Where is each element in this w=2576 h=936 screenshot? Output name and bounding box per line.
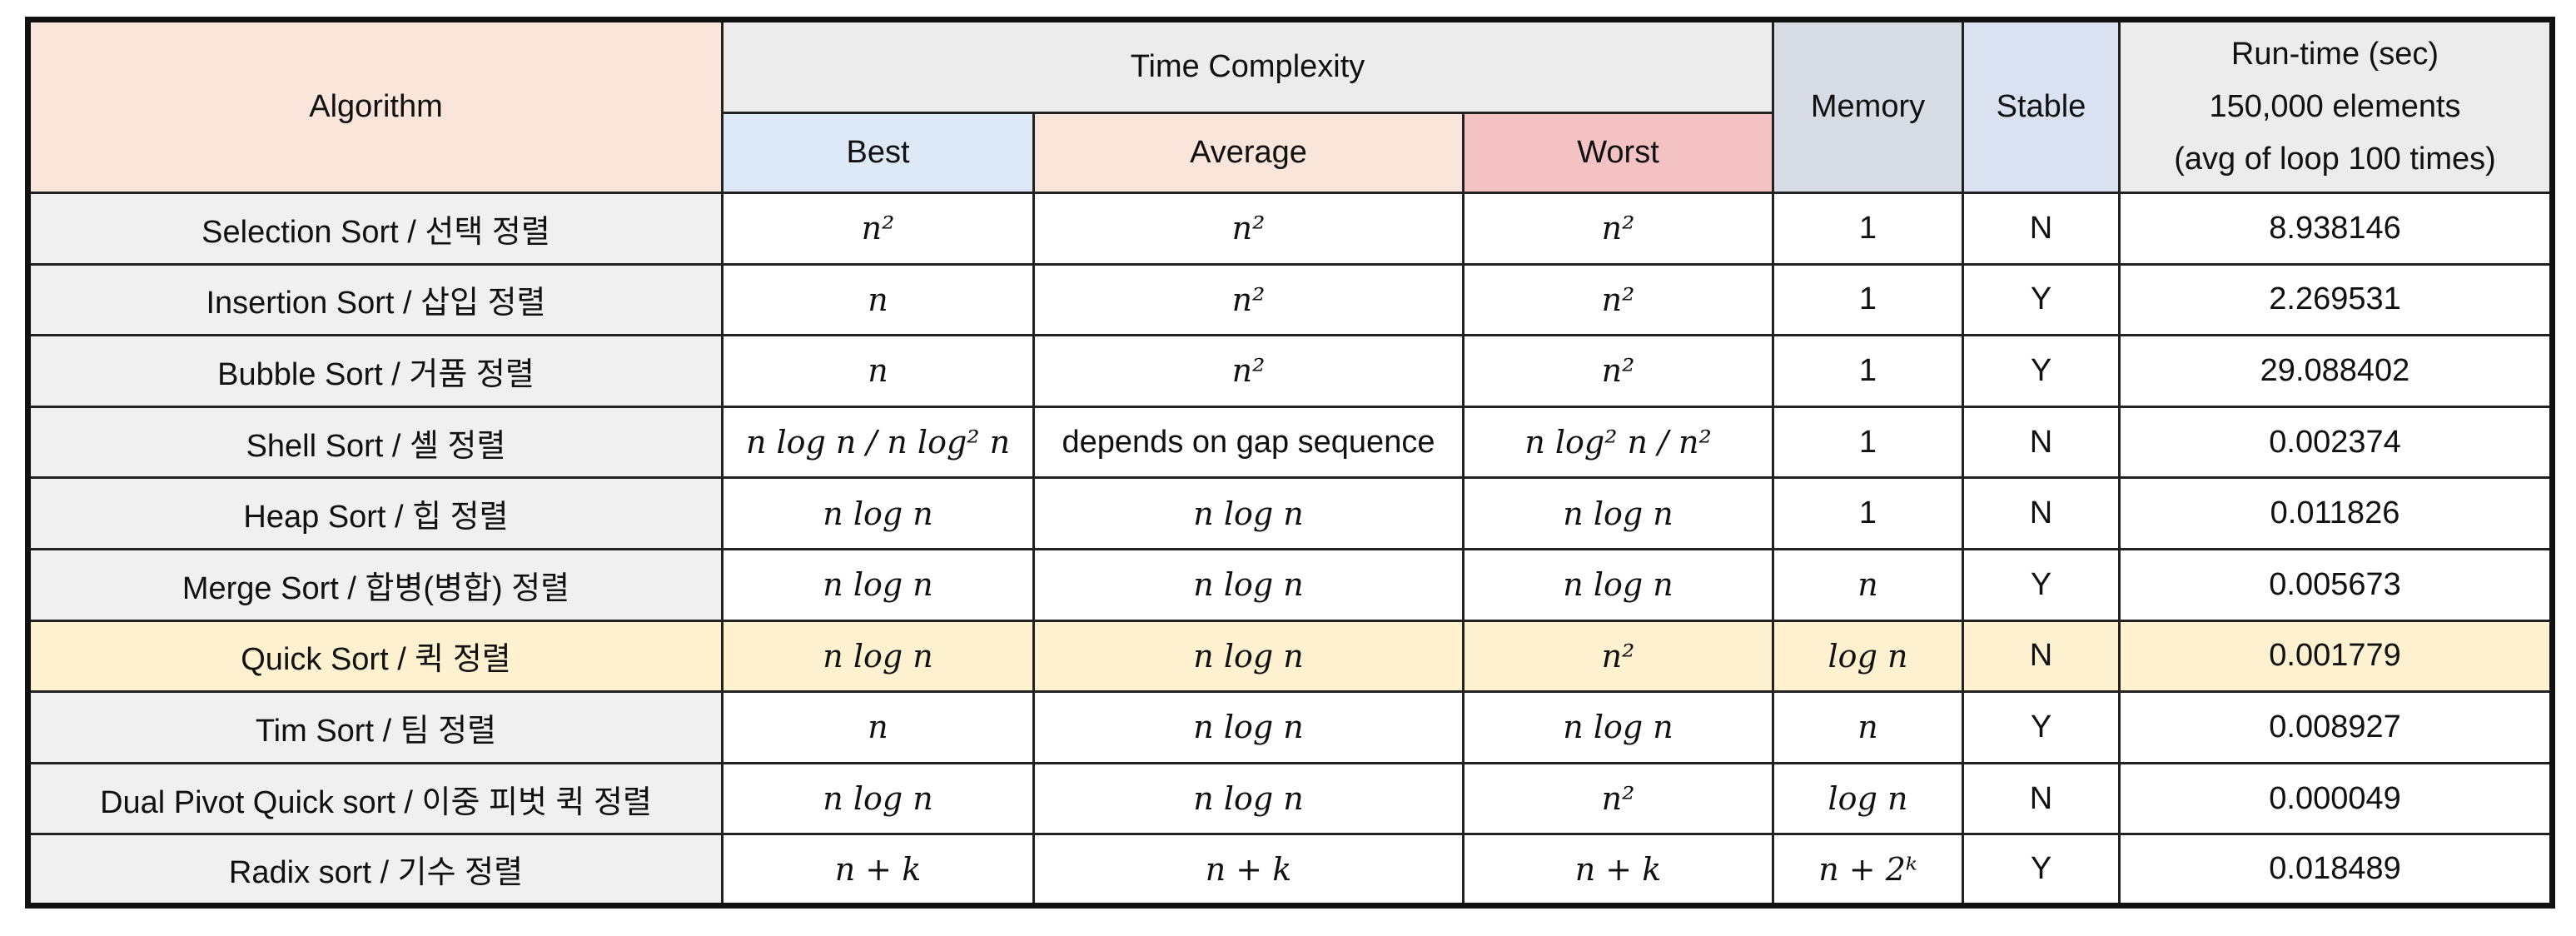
stable-header: Stable bbox=[1962, 18, 2121, 194]
table-row: Insertion Sort / 삽입 정렬 n n² n² 1 Y 2.269531 bbox=[27, 262, 2554, 337]
algorithm-cell: Dual Pivot Quick sort / 이중 피벗 퀵 정렬 bbox=[27, 761, 724, 836]
runtime-header: Run-time (sec) 150,000 elements (avg of … bbox=[2118, 18, 2554, 194]
memory-cell: 1 bbox=[1772, 476, 1964, 550]
worst-cell: n² bbox=[1462, 761, 1774, 836]
runtime-cell: 0.005673 bbox=[2118, 547, 2554, 622]
algorithm-cell: Tim Sort / 팀 정렬 bbox=[27, 690, 724, 764]
average-cell: n log n bbox=[1032, 761, 1465, 836]
best-cell: n log n bbox=[721, 761, 1035, 836]
runtime-cell: 8.938146 bbox=[2118, 192, 2554, 266]
worst-cell: n log n bbox=[1462, 690, 1774, 764]
worst-cell: n + k bbox=[1462, 833, 1774, 907]
average-cell: n log n bbox=[1032, 619, 1465, 694]
worst-cell: n log n bbox=[1462, 476, 1774, 550]
average-cell: depends on gap sequence bbox=[1032, 405, 1465, 480]
memory-cell: log n bbox=[1772, 761, 1964, 836]
stable-cell: N bbox=[1962, 619, 2121, 694]
best-cell: n log n bbox=[721, 619, 1035, 694]
worst-cell: n log n bbox=[1462, 547, 1774, 622]
runtime-cell: 0.001779 bbox=[2118, 619, 2554, 694]
stable-cell: Y bbox=[1962, 833, 2121, 907]
runtime-cell: 0.008927 bbox=[2118, 690, 2554, 764]
average-cell: n + k bbox=[1032, 833, 1465, 907]
memory-cell: n bbox=[1772, 690, 1964, 764]
stable-cell: N bbox=[1962, 192, 2121, 266]
runtime-header-line2: 150,000 elements bbox=[2209, 89, 2461, 124]
memory-header: Memory bbox=[1772, 18, 1964, 194]
algorithm-header: Algorithm bbox=[27, 18, 724, 194]
best-cell: n log n bbox=[721, 476, 1035, 550]
average-cell: n² bbox=[1032, 192, 1465, 266]
worst-cell: n² bbox=[1462, 262, 1774, 337]
memory-cell: 1 bbox=[1772, 334, 1964, 408]
worst-cell: n² bbox=[1462, 619, 1774, 694]
table-row: Bubble Sort / 거품 정렬 n n² n² 1 Y 29.088402 bbox=[27, 334, 2554, 408]
memory-cell: 1 bbox=[1772, 192, 1964, 266]
memory-cell: log n bbox=[1772, 619, 1964, 694]
stable-cell: Y bbox=[1962, 547, 2121, 622]
algorithm-cell: Merge Sort / 합병(병합) 정렬 bbox=[27, 547, 724, 622]
average-cell: n log n bbox=[1032, 547, 1465, 622]
best-cell: n log n bbox=[721, 547, 1035, 622]
worst-header: Worst bbox=[1462, 112, 1774, 194]
table-row: Shell Sort / 셸 정렬 n log n / n log² n depen… bbox=[27, 405, 2554, 480]
average-header: Average bbox=[1032, 112, 1465, 194]
memory-cell: 1 bbox=[1772, 262, 1964, 337]
average-cell: n² bbox=[1032, 262, 1465, 337]
worst-cell: n² bbox=[1462, 192, 1774, 266]
runtime-cell: 2.269531 bbox=[2118, 262, 2554, 337]
worst-cell: n log² n / n² bbox=[1462, 405, 1774, 480]
table-body: Selection Sort / 선택 정렬 n² n² n² 1 N 8.938146 In… bbox=[27, 192, 2554, 907]
stable-cell: N bbox=[1962, 476, 2121, 550]
runtime-cell: 0.000049 bbox=[2118, 761, 2554, 836]
best-cell: n bbox=[721, 334, 1035, 408]
best-cell: n log n / n log² n bbox=[721, 405, 1035, 480]
average-cell: n² bbox=[1032, 334, 1465, 408]
algorithm-cell: Selection Sort / 선택 정렬 bbox=[27, 192, 724, 266]
average-cell: n log n bbox=[1032, 690, 1465, 764]
stable-cell: Y bbox=[1962, 262, 2121, 337]
best-cell: n + k bbox=[721, 833, 1035, 907]
stable-cell: N bbox=[1962, 405, 2121, 480]
stable-cell: Y bbox=[1962, 334, 2121, 408]
runtime-cell: 29.088402 bbox=[2118, 334, 2554, 408]
best-cell: n bbox=[721, 262, 1035, 337]
table-row: Dual Pivot Quick sort / 이중 피벗 퀵 정렬 n log … bbox=[27, 761, 2554, 836]
algorithm-cell: Heap Sort / 힙 정렬 bbox=[27, 476, 724, 550]
runtime-header-line1: Run-time (sec) bbox=[2230, 37, 2439, 72]
table-row: Selection Sort / 선택 정렬 n² n² n² 1 N 8.938146 bbox=[27, 192, 2554, 266]
runtime-cell: 0.011826 bbox=[2118, 476, 2554, 550]
time-complexity-header: Time Complexity bbox=[721, 18, 1774, 114]
memory-cell: n bbox=[1772, 547, 1964, 622]
best-cell: n bbox=[721, 690, 1035, 764]
memory-cell: 1 bbox=[1772, 405, 1964, 480]
stable-cell: N bbox=[1962, 761, 2121, 836]
sorting-algorithm-table: Algorithm Time Complexity Memory Stable … bbox=[25, 17, 2555, 909]
runtime-cell: 0.018489 bbox=[2118, 833, 2554, 907]
best-header: Best bbox=[721, 112, 1035, 194]
stable-cell: Y bbox=[1962, 690, 2121, 764]
worst-cell: n² bbox=[1462, 334, 1774, 408]
runtime-header-line3: (avg of loop 100 times) bbox=[2174, 142, 2496, 177]
best-cell: n² bbox=[721, 192, 1035, 266]
algorithm-cell: Insertion Sort / 삽입 정렬 bbox=[27, 262, 724, 337]
algorithm-cell: Bubble Sort / 거품 정렬 bbox=[27, 334, 724, 408]
memory-cell: n + 2ᵏ bbox=[1772, 833, 1964, 907]
average-cell: n log n bbox=[1032, 476, 1465, 550]
runtime-cell: 0.002374 bbox=[2118, 405, 2554, 480]
algorithm-cell: Shell Sort / 셸 정렬 bbox=[27, 405, 724, 480]
algorithm-cell: Quick Sort / 퀵 정렬 bbox=[27, 619, 724, 694]
algorithm-cell: Radix sort / 기수 정렬 bbox=[27, 833, 724, 907]
